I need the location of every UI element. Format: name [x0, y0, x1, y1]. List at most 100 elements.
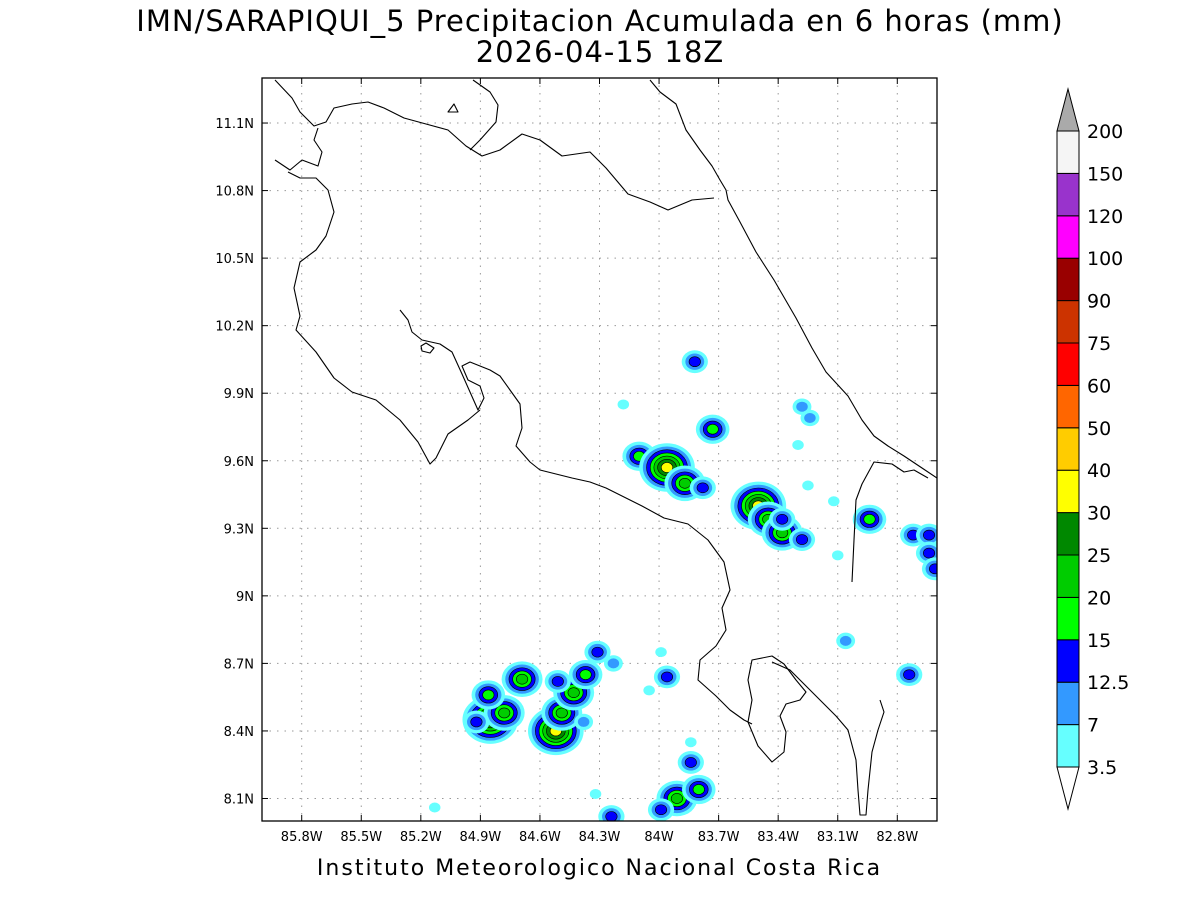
precip-cell [471, 680, 506, 710]
precip-cell [689, 476, 716, 500]
precip-cell [695, 414, 730, 444]
precip-cell [643, 685, 655, 696]
colorbar-swatch [1056, 342, 1080, 386]
nicaragua-border-coast [274, 79, 715, 211]
colorbar-swatch [1056, 469, 1080, 514]
colorbar-swatch [1056, 724, 1080, 768]
colorbar-label: 60 [1087, 375, 1111, 397]
lon-tick-label: 83.4W [757, 830, 799, 845]
precip-cell [568, 660, 603, 690]
precip-contour [688, 356, 701, 367]
precip-cell [828, 496, 840, 507]
precip-cell [653, 665, 681, 689]
precip-contour [589, 788, 602, 799]
precip-cell [836, 632, 856, 650]
precip-cell [921, 557, 937, 581]
colorbar-label: 15 [1087, 630, 1111, 652]
precip-contour [903, 669, 916, 680]
precip-cell [647, 798, 675, 821]
lat-tick-label: 10.8N [215, 185, 254, 200]
lat-tick-label: 11.1N [215, 117, 254, 132]
precip-cell [681, 350, 708, 374]
precip-contour [792, 439, 804, 450]
precip-contour [660, 462, 674, 473]
precip-contour [685, 737, 697, 748]
precip-contour [839, 635, 852, 646]
colorbar-legend: 3.5 7 12.5 15 20 25 30 40 50 60 75 90 100 120 150 200 [1056, 87, 1129, 811]
colorbar-swatch [1056, 215, 1080, 259]
graticule [262, 78, 937, 821]
lon-tick-label: 82.8W [876, 830, 918, 845]
precip-cell [574, 713, 594, 731]
colorbar-swatch [1056, 427, 1080, 471]
colorbar-top-arrow [1056, 87, 1080, 132]
precip-contour [678, 477, 691, 489]
longitude-tick-labels: 85.8W 85.5W 85.2W 84.9W 84.6W 84.3W 84W 83.7W 83… [281, 830, 919, 845]
precip-cell [792, 439, 804, 450]
lon-tick-label: 83.1W [817, 830, 859, 845]
precip-contour [551, 676, 564, 687]
precip-contour [617, 399, 630, 410]
precip-contour [802, 480, 814, 491]
precip-contour [923, 547, 936, 559]
precip-cell [463, 710, 490, 734]
precip-cell [788, 528, 816, 551]
lon-tick-label: 84.6W [519, 830, 561, 845]
lat-tick-label: 9.9N [224, 387, 254, 402]
coastline-borders [274, 79, 937, 816]
precip-contour [828, 496, 840, 507]
precip-cell [677, 751, 704, 774]
precip-cell [584, 640, 611, 664]
precip-contour [655, 647, 667, 658]
lon-tick-label: 85.2W [400, 830, 442, 845]
latitude-tick-labels: 11.1N 10.8N 10.5N 10.2N 9.9N 9.6N 9.3N 9N 8.7N 8.… [215, 117, 254, 807]
precip-contour [470, 716, 483, 728]
precip-contour [776, 513, 789, 525]
lat-tick-label: 9.3N [224, 522, 254, 537]
precip-cell [896, 663, 923, 687]
north-caribbean-coast [469, 79, 499, 151]
lon-tick-label: 84.9W [459, 830, 501, 845]
colorbar-swatch [1056, 639, 1080, 683]
precip-contour [660, 671, 674, 683]
colorbar-label: 12.5 [1087, 672, 1129, 694]
precip-contour [555, 707, 568, 719]
precip-cell [655, 647, 667, 658]
precip-cell [622, 441, 656, 471]
lon-tick-label: 84.3W [579, 830, 621, 845]
colorbar-swatch [1056, 130, 1080, 174]
precip-contour [643, 685, 655, 696]
precip-cell [802, 480, 814, 491]
precip-cell [483, 695, 525, 731]
lon-tick-label: 85.8W [281, 830, 323, 845]
osa-peninsula-coast [747, 655, 807, 763]
precip-contour [579, 669, 592, 680]
lat-tick-label: 9.6N [224, 455, 254, 470]
lat-tick-label: 10.5N [215, 252, 254, 267]
colorbar-swatch [1056, 512, 1080, 556]
map-frame [261, 77, 938, 822]
precip-cell [603, 655, 623, 672]
lon-tick-label: 85.5W [340, 830, 382, 845]
map-subtitle-datetime: 2026-04-15 18Z [475, 35, 725, 69]
precip-cell [617, 399, 630, 410]
precip-contour [696, 482, 709, 494]
colorbar-label: 200 [1087, 121, 1123, 143]
precip-contour [684, 757, 697, 768]
precip-contour [498, 707, 511, 719]
footer-institution: Instituto Meteorologico Nacional Costa R… [316, 856, 883, 881]
colorbar-label: 50 [1087, 418, 1111, 440]
precip-contour [654, 804, 668, 816]
nicoya-gulf-coast [399, 309, 753, 725]
map-title: IMN/SARAPIQUI_5 Precipitacion Acumulada … [136, 4, 1064, 38]
colorbar-swatch [1056, 384, 1080, 429]
colorbar-swatch [1056, 681, 1080, 726]
precip-contour [607, 658, 620, 669]
precip-contour [923, 529, 936, 541]
precip-contour [928, 563, 937, 575]
lon-tick-label: 83.7W [698, 830, 740, 845]
colorbar-label: 100 [1087, 248, 1123, 270]
colorbar-label: 25 [1087, 545, 1111, 567]
colorbar-swatch [1056, 596, 1080, 641]
